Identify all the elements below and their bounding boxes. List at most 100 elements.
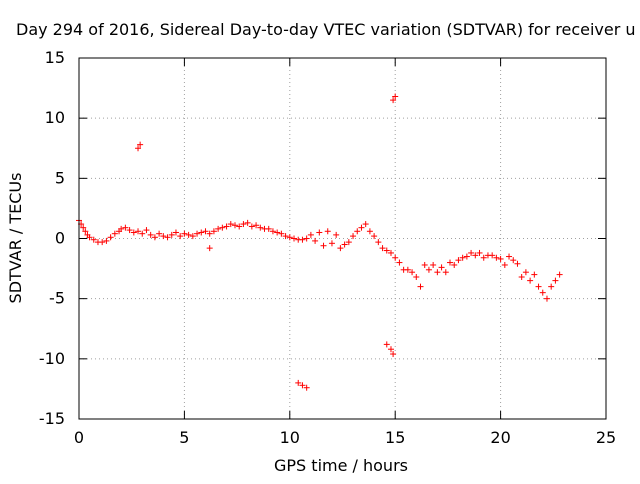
data-point <box>421 261 428 268</box>
x-tick-labels: 0 5 10 15 20 25 <box>74 428 616 447</box>
data-point <box>379 245 386 252</box>
data-point <box>438 264 445 271</box>
data-point <box>413 274 420 281</box>
data-point <box>539 289 546 296</box>
data-point <box>383 247 390 254</box>
y-tick-label: 15 <box>45 48 65 67</box>
data-point <box>489 252 496 259</box>
data-point <box>341 241 348 248</box>
data-point <box>231 222 238 229</box>
data-point <box>316 229 323 236</box>
data-point <box>522 269 529 276</box>
data-point <box>291 235 298 242</box>
data-point <box>164 234 171 241</box>
data-point <box>135 228 142 235</box>
data-point <box>160 233 167 240</box>
y-tick-label: -5 <box>49 289 65 308</box>
data-point <box>320 242 327 249</box>
data-point <box>198 229 205 236</box>
data-point <box>430 261 437 268</box>
data-point <box>510 257 517 264</box>
data-point <box>337 245 344 252</box>
data-points <box>76 93 563 391</box>
data-point <box>156 230 163 237</box>
data-point <box>227 221 234 228</box>
data-point <box>383 341 390 348</box>
data-point <box>244 219 251 226</box>
data-point <box>392 254 399 261</box>
x-axis-label: GPS time / hours <box>274 456 408 475</box>
x-tick-label: 25 <box>596 428 616 447</box>
data-point <box>299 236 306 243</box>
data-point <box>185 231 192 238</box>
data-point <box>168 231 175 238</box>
x-tick-label: 0 <box>74 428 84 447</box>
data-point <box>303 384 310 391</box>
data-point <box>219 224 226 231</box>
data-point <box>118 225 125 232</box>
data-point <box>518 274 525 281</box>
y-tick-label: 5 <box>55 168 65 187</box>
data-point <box>202 228 209 235</box>
data-point <box>531 271 538 278</box>
data-point <box>333 231 340 238</box>
data-point <box>455 257 462 264</box>
data-point <box>265 225 272 232</box>
data-point <box>274 229 281 236</box>
data-point <box>390 97 397 104</box>
data-point <box>181 230 188 237</box>
data-point <box>527 277 534 284</box>
data-point <box>417 283 424 290</box>
data-point <box>139 230 146 237</box>
data-point <box>172 229 179 236</box>
data-point <box>286 234 293 241</box>
data-point <box>345 239 352 246</box>
data-point <box>278 230 285 237</box>
data-point <box>543 295 550 302</box>
data-point <box>111 230 118 237</box>
data-point <box>459 254 466 261</box>
data-point <box>122 224 129 231</box>
data-point <box>375 239 382 246</box>
data-point <box>130 229 137 236</box>
data-point <box>371 233 378 240</box>
data-point <box>480 254 487 261</box>
data-point <box>223 223 230 230</box>
x-tick-label: 10 <box>280 428 300 447</box>
y-tick-label: -10 <box>39 349 65 368</box>
data-point <box>126 227 133 234</box>
data-point <box>248 223 255 230</box>
data-point <box>506 253 513 260</box>
data-point <box>194 230 201 237</box>
data-point <box>434 269 441 276</box>
data-point <box>135 145 142 152</box>
data-point <box>269 228 276 235</box>
data-point <box>535 283 542 290</box>
data-point <box>107 234 114 241</box>
data-point <box>392 93 399 100</box>
data-point <box>501 261 508 268</box>
data-point <box>548 283 555 290</box>
data-point <box>387 346 394 353</box>
data-point <box>468 249 475 256</box>
data-point <box>447 259 454 266</box>
data-point <box>409 269 416 276</box>
data-point <box>240 221 247 228</box>
data-point <box>295 379 302 386</box>
data-point <box>451 261 458 268</box>
data-point <box>143 227 150 234</box>
data-point <box>80 224 87 231</box>
data-point <box>390 351 397 358</box>
data-point <box>210 228 217 235</box>
data-point <box>552 277 559 284</box>
data-point <box>350 233 357 240</box>
data-point <box>253 222 260 229</box>
data-point <box>463 253 470 260</box>
data-point <box>472 252 479 259</box>
data-point <box>103 237 110 244</box>
data-point <box>99 239 106 246</box>
data-point <box>404 266 411 273</box>
axis-ticks <box>78 57 607 420</box>
